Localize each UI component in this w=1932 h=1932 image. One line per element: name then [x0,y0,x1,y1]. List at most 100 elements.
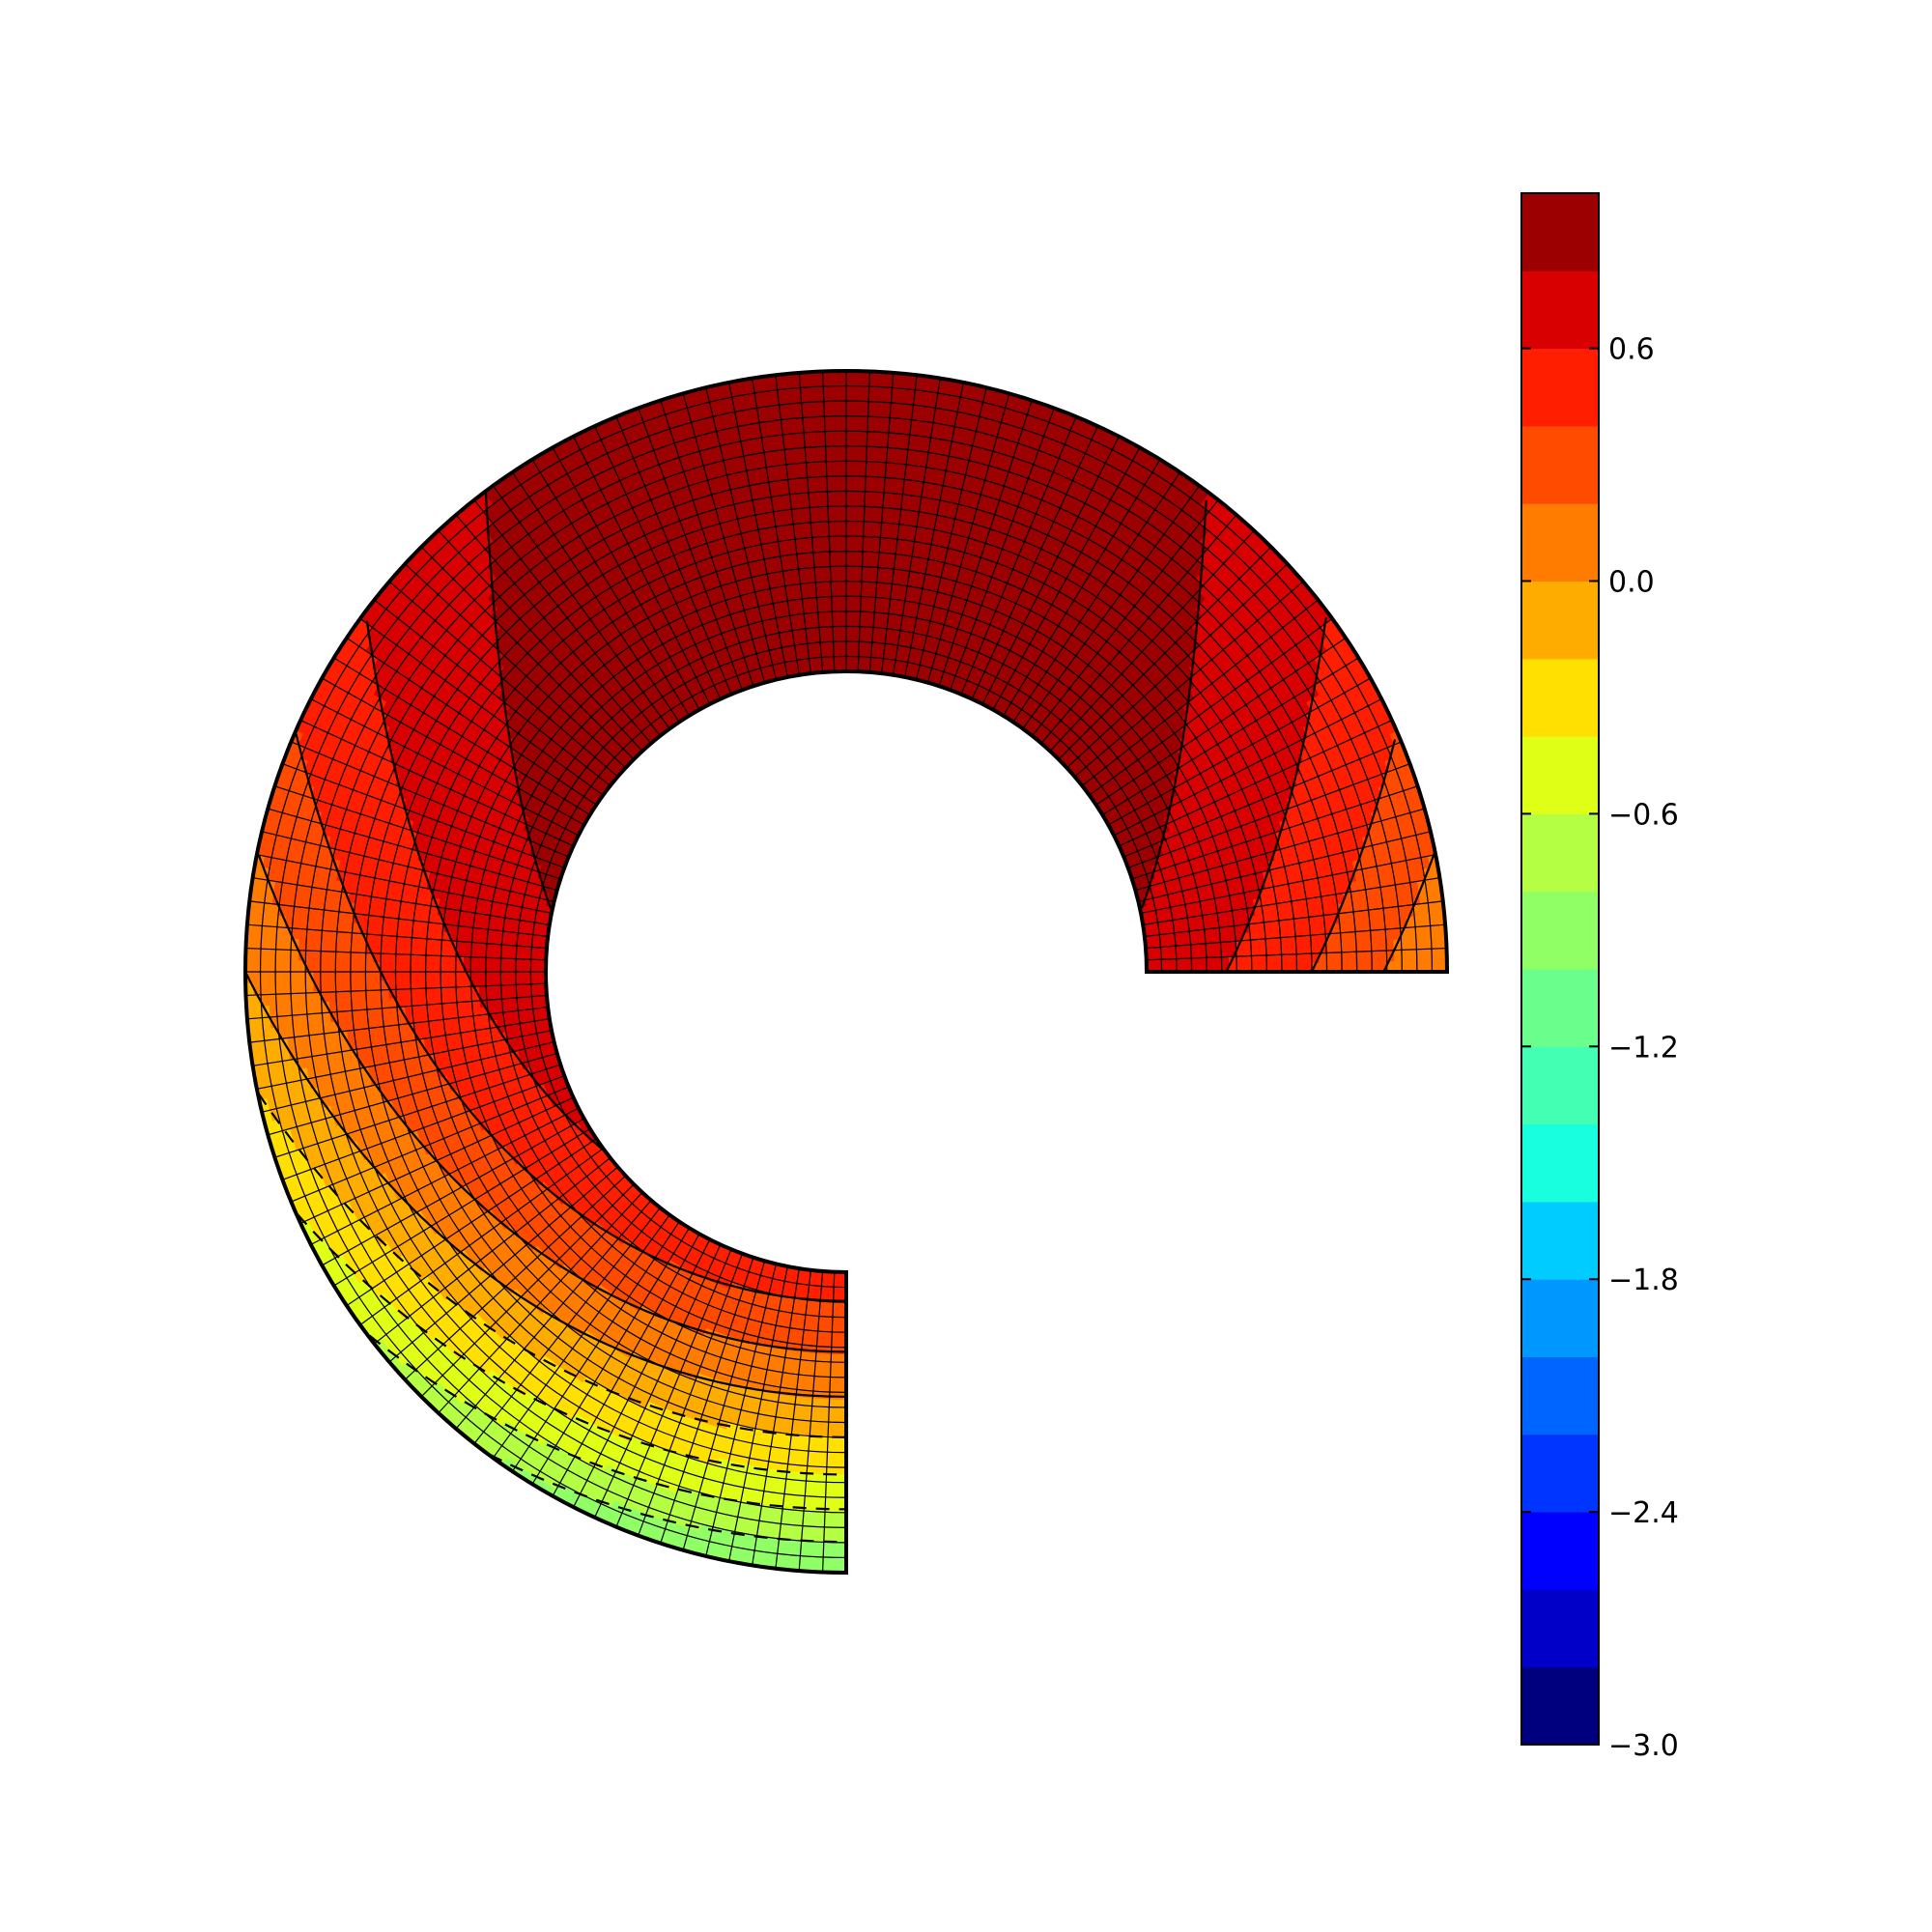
contour-cell [1272,937,1282,948]
contour-cell [463,941,472,951]
contour-cell [819,1406,830,1415]
contour-cell [801,522,812,531]
contour-cell [810,514,820,524]
contour-cell [863,521,873,530]
contour-cell [811,1307,820,1317]
contour-cell [830,573,839,582]
contour-cell [1176,957,1185,966]
contour-cell [411,988,419,998]
contour-cell [1160,958,1170,966]
contour-cell [851,656,860,665]
contour-cell [878,552,889,561]
contour-cell [818,513,830,523]
contour-cell [809,1337,818,1347]
contour-cell [440,963,449,973]
contour-cell [425,987,435,997]
contour-cell [838,595,847,605]
contour-cell [860,603,868,612]
contour-cell [838,558,847,567]
contour-cell [433,954,441,965]
contour-cell [1221,956,1230,965]
contour-cell [387,962,396,973]
contour-cell [863,528,873,538]
contour-cell [463,993,472,1003]
contour-cell [822,1353,832,1363]
contour-cell [403,980,412,990]
contour-cell [814,1352,825,1362]
contour-cell [845,565,855,575]
contour-cell [820,536,830,545]
contour-cell [1288,945,1297,955]
contour-cell [1250,939,1260,949]
contour-cell [819,1413,830,1423]
contour-cell [832,633,840,642]
contour-cell [823,588,833,598]
contour-cell [829,558,839,567]
contour-cell [1198,950,1208,959]
contour-cell [810,528,821,538]
contour-cell [426,995,436,1006]
contour-cell [825,1308,834,1318]
contour-cell [829,543,838,553]
contour-cell [838,573,847,582]
contour-cell [804,552,814,561]
contour-cell [1251,954,1260,965]
contour-cell [845,633,854,642]
contour-cell [817,1322,826,1332]
contour-cell [1168,958,1178,966]
contour-cell [861,573,870,582]
contour-cell [433,995,442,1005]
contour-cell [433,939,442,949]
contour-cell [477,964,487,973]
contour-cell [477,978,487,987]
contour-cell [1257,929,1266,940]
contour-cell [801,1412,812,1422]
contour-cell [387,971,396,981]
contour-cell [395,980,404,990]
contour-cell [824,1331,833,1341]
contour-cell [1152,952,1162,960]
contour-cell [837,535,847,545]
contour-cell [410,980,419,990]
contour-cell [831,588,839,597]
contour-cell [827,656,835,666]
contour-cell [1294,935,1304,946]
contour-cell [1287,936,1297,947]
contour-cell [447,971,457,980]
contour-cell [852,611,862,620]
contour-cell [500,964,509,973]
contour-cell [837,513,847,522]
contour-cell [871,528,882,538]
contour-cell [872,627,881,637]
contour-cell [1197,936,1207,945]
contour-cell [845,581,855,589]
contour-cell [845,640,854,650]
contour-cell [456,940,466,951]
contour-cell [828,1406,838,1415]
contour-cell [845,656,853,665]
contour-cell [808,589,817,599]
contour-cell [455,986,465,996]
contour-cell [853,581,863,590]
contour-cell [477,985,487,994]
contour-cell [395,945,405,955]
contour-cell [1243,955,1253,965]
contour-cell [845,603,854,612]
contour-cell [852,640,860,650]
contour-cell [1176,952,1184,959]
contour-cell [874,597,884,607]
contour-cell [500,951,510,959]
contour-cell [828,521,838,529]
contour-cell [507,957,517,966]
contour-cell [831,1331,840,1341]
contour-cell [828,1414,838,1423]
contour-cell [523,965,531,973]
contour-cell [852,618,861,627]
contour-cell [530,971,539,979]
contour-cell [440,955,449,965]
contour-cell [852,648,860,658]
contour-cell [832,626,840,635]
contour-cell [508,952,517,959]
contour-cell [854,551,864,560]
contour-cell [515,971,525,980]
